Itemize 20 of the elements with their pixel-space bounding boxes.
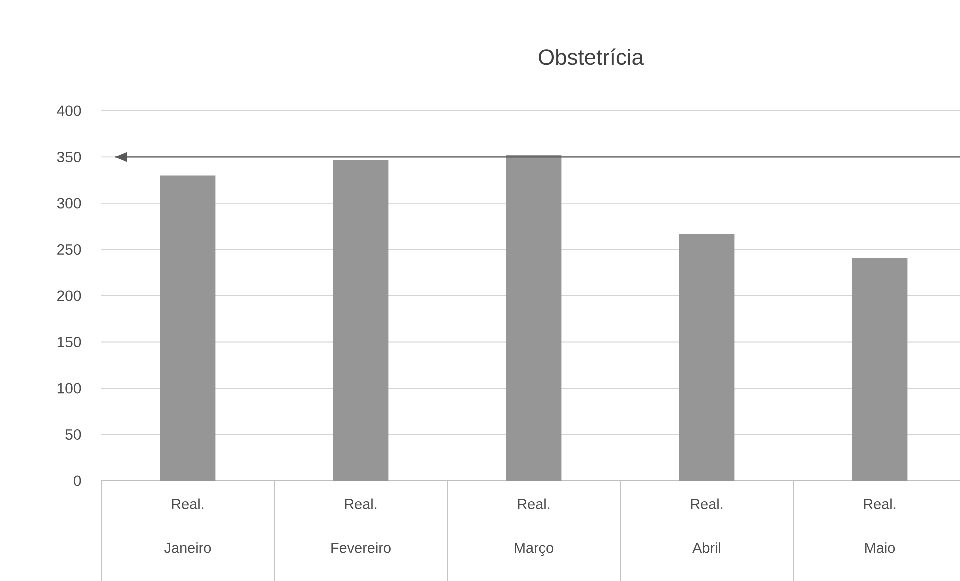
bar [679, 234, 735, 481]
y-tick-label: 100 [58, 383, 82, 394]
y-tick-label: 0 [74, 476, 82, 486]
bar [333, 160, 389, 481]
category-label: Real. Abril [691, 498, 723, 554]
chart-title: Obstetrícia [539, 48, 644, 66]
category-label: Real. Janeiro [164, 498, 212, 554]
bar [506, 155, 562, 481]
y-tick-label: 150 [58, 336, 82, 348]
category-label: Real. Maio [864, 498, 896, 554]
y-tick-label: 350 [57, 152, 82, 163]
y-tick-label: 250 [58, 244, 82, 256]
category-label: Real. Fevereiro [332, 498, 391, 554]
y-tick-label: 200 [58, 290, 82, 302]
bar [160, 176, 216, 481]
category-label: Real. Março [515, 498, 554, 556]
y-tick-label: 50 [66, 429, 82, 440]
y-tick-label: 400 [57, 106, 82, 116]
y-tick-label: 300 [57, 198, 82, 209]
bar [852, 258, 908, 481]
